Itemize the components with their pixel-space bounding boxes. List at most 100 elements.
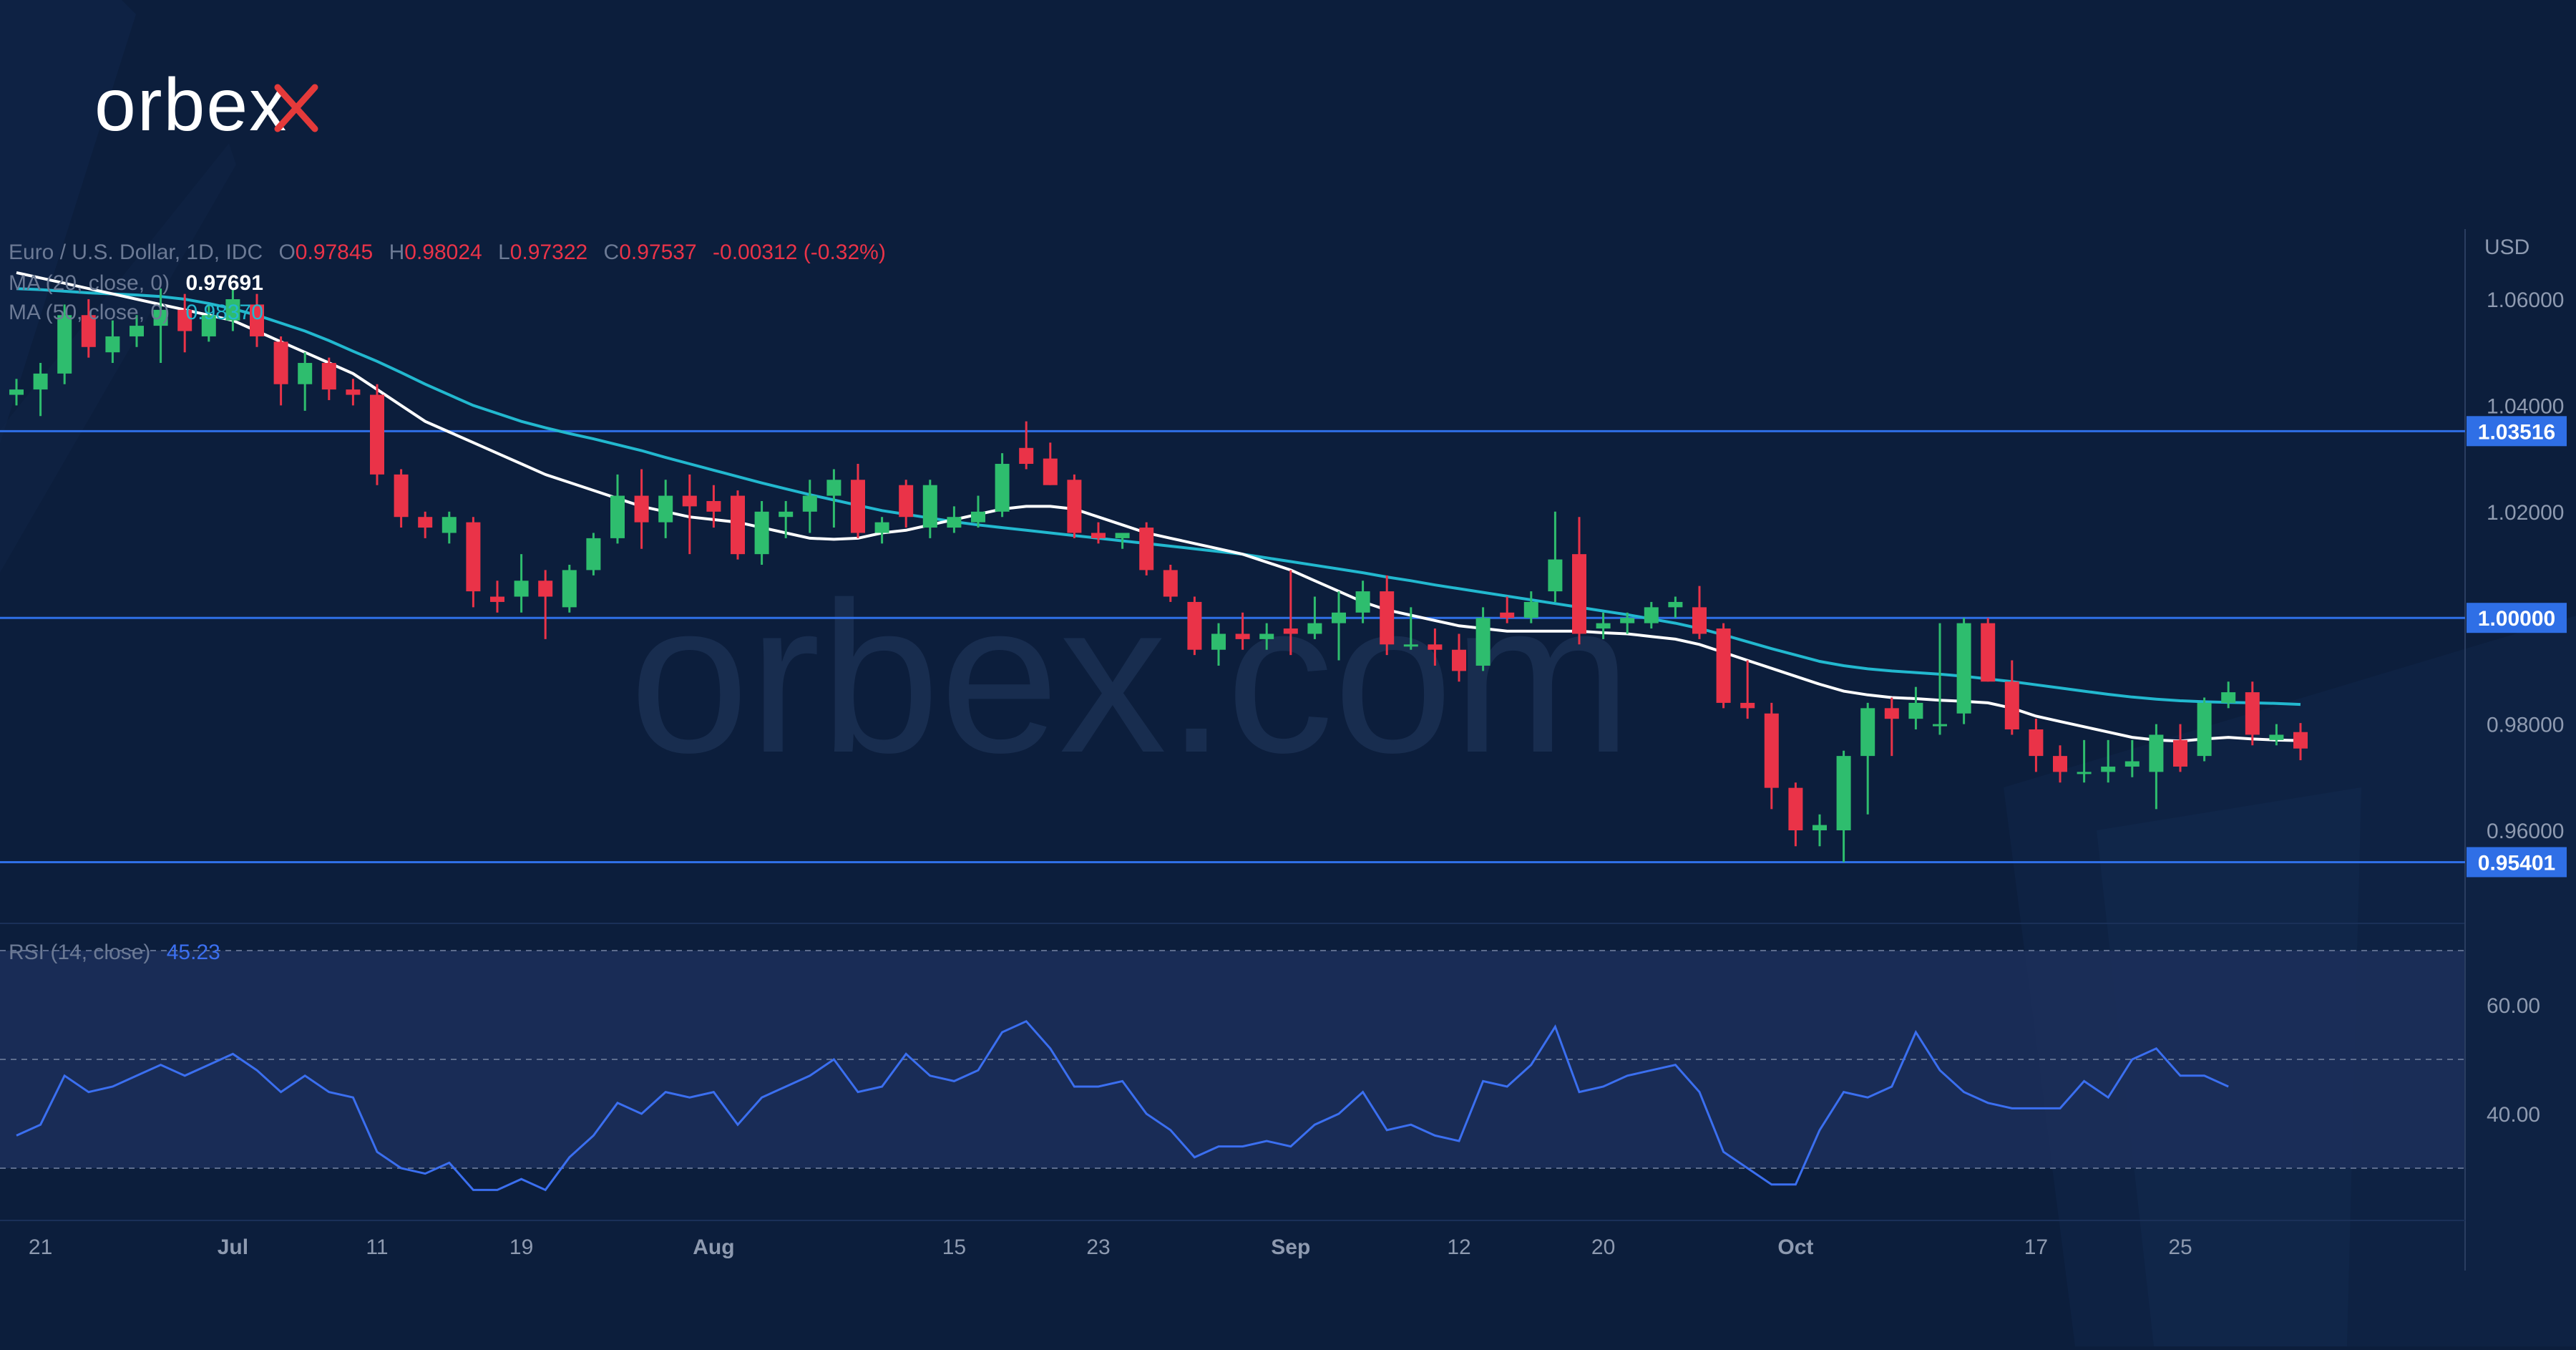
- low-value: 0.97322: [510, 241, 587, 264]
- candle: [1211, 623, 1226, 666]
- time-tick: 11: [366, 1235, 388, 1259]
- candle: [971, 495, 985, 528]
- candle: [2053, 745, 2067, 783]
- candle: [1307, 596, 1322, 639]
- candle-body: [1235, 633, 1250, 639]
- candle: [1644, 601, 1659, 629]
- candle-body: [33, 373, 48, 390]
- price-axis: 1.060001.040001.020001.000000.980000.960…: [2487, 288, 2564, 1127]
- rsi-plot: [16, 1019, 2229, 1192]
- candle: [346, 379, 361, 406]
- candle: [1403, 607, 1418, 650]
- candle-body: [2077, 772, 2092, 774]
- candle: [1475, 607, 1491, 671]
- candle-body: [1813, 825, 1827, 830]
- high-label: H: [389, 241, 405, 264]
- candle: [177, 293, 192, 353]
- candle: [2124, 739, 2140, 777]
- candle: [1355, 581, 1370, 623]
- candle-body: [1139, 528, 1154, 570]
- candle: [1283, 570, 1298, 656]
- candle: [2077, 739, 2092, 783]
- candle-body: [514, 581, 529, 597]
- candle-body: [1836, 756, 1851, 830]
- rsi-guides: [0, 950, 2465, 1169]
- candle: [370, 384, 384, 485]
- candle-body: [130, 326, 144, 336]
- candle: [466, 517, 481, 608]
- candle-body: [1548, 559, 1563, 592]
- candle: [418, 511, 433, 538]
- candle-body: [634, 495, 649, 523]
- open-label: O: [278, 241, 295, 264]
- candle: [441, 511, 457, 544]
- candles: [9, 288, 2308, 863]
- change-value: -0.00312 (-0.32%): [713, 241, 886, 264]
- candle-body: [995, 464, 1010, 512]
- candle-body: [1884, 708, 1899, 719]
- candle: [1788, 782, 1803, 847]
- candle: [874, 517, 889, 544]
- watermark: orbex.com: [630, 557, 1632, 797]
- candle-body: [899, 485, 914, 518]
- candle-body: [1067, 480, 1082, 533]
- candle: [2221, 681, 2236, 709]
- candle-body: [1475, 618, 1491, 666]
- candle: [1548, 511, 1563, 602]
- ma50-legend: MA (50, close, 0) 0.98370: [9, 301, 263, 324]
- candle: [1259, 623, 1274, 650]
- candle-body: [1860, 708, 1875, 757]
- ma20-value: 0.97691: [185, 271, 263, 295]
- candle-body: [1187, 601, 1202, 650]
- candle-body: [57, 315, 72, 374]
- candle: [562, 565, 577, 613]
- rsi-tick: 60.00: [2487, 994, 2540, 1018]
- candle-body: [1908, 702, 1923, 719]
- candle-body: [2149, 734, 2164, 772]
- candle: [1981, 618, 1996, 682]
- candle-body: [298, 363, 313, 384]
- candle-body: [2124, 761, 2140, 767]
- candle: [1572, 517, 1586, 645]
- orbex-logo: orbex: [94, 64, 318, 147]
- candle-body: [658, 495, 673, 523]
- candle-body: [2197, 702, 2212, 757]
- candle-body: [1933, 724, 1947, 727]
- candle: [1043, 442, 1058, 485]
- candle-body: [441, 517, 457, 533]
- candle: [995, 453, 1010, 518]
- candle: [2197, 697, 2212, 762]
- candle: [1163, 565, 1178, 602]
- candle-body: [947, 517, 962, 528]
- price-tick: 0.98000: [2487, 714, 2564, 737]
- candle-body: [9, 389, 24, 395]
- candle: [273, 336, 288, 406]
- time-tick: Jul: [218, 1235, 248, 1259]
- candle: [130, 315, 144, 347]
- time-tick: 23: [1086, 1235, 1110, 1259]
- ma20-legend: MA (20, close, 0) 0.97691: [9, 271, 263, 295]
- candle-body: [1091, 533, 1106, 538]
- candle: [2293, 723, 2308, 761]
- time-axis: 21 Jul 11 19 Aug 15 23 Sep 12 20 Oct 17 25: [29, 1235, 2192, 1259]
- candle-body: [1307, 623, 1322, 634]
- candle: [1933, 623, 1947, 735]
- candle: [538, 570, 553, 639]
- candle: [1860, 702, 1875, 815]
- candle-body: [466, 522, 481, 592]
- candle: [1620, 612, 1635, 634]
- candle: [2245, 681, 2260, 746]
- candle-body: [682, 495, 697, 507]
- level-tags: 1.03516 1.00000 0.95401: [2467, 416, 2567, 878]
- rsi-value: 45.23: [167, 941, 220, 964]
- candle: [658, 480, 673, 538]
- candle-body: [1523, 601, 1538, 618]
- candle: [1428, 628, 1443, 666]
- candle: [1019, 421, 1034, 470]
- candle-body: [610, 495, 625, 538]
- candle-body: [418, 517, 433, 528]
- candle-body: [1716, 628, 1731, 703]
- symbol-label: Euro / U.S. Dollar, 1D, IDC: [9, 241, 263, 264]
- rsi-legend: RSI (14, close) 45.23: [9, 941, 220, 964]
